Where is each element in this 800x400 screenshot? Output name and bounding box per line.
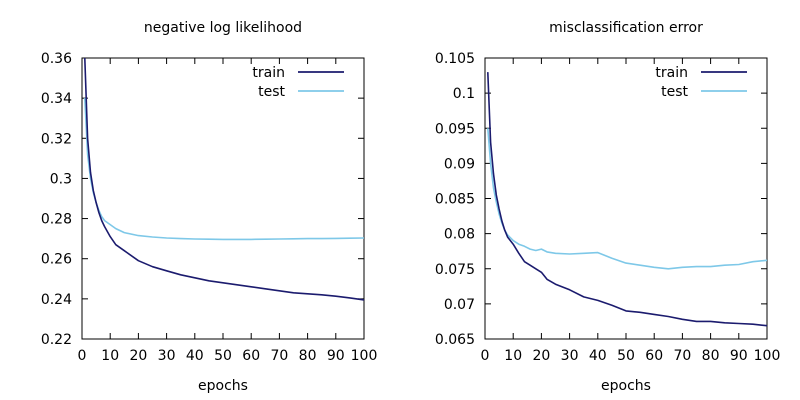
x-tick-label: 20	[532, 348, 550, 364]
panel-misclassification: misclassification error 0 10 20 30 40 50 60 70 80…	[435, 20, 780, 394]
y-tick-label: 0.1	[453, 86, 475, 102]
x-tick-label: 20	[129, 348, 147, 364]
x-tick-label: 50	[617, 348, 635, 364]
x-tick-label: 80	[299, 348, 317, 364]
y-tick-label: 0.22	[41, 332, 72, 348]
y-tick-label: 0.08	[444, 227, 475, 243]
x-tick-label: 40	[589, 348, 607, 364]
y-tick-label: 0.28	[41, 212, 72, 228]
y-tick-label: 0.105	[435, 51, 475, 67]
x-axis-label: epochs	[198, 378, 248, 394]
y-tick-label: 0.085	[435, 192, 475, 208]
x-axis-label: epochs	[601, 378, 651, 394]
y-tick-label: 0.09	[444, 156, 475, 172]
x-tick-label: 70	[270, 348, 288, 364]
y-tick-label: 0.095	[435, 121, 475, 137]
y-tick-label: 0.075	[435, 262, 475, 278]
y-tick-label: 0.36	[41, 51, 72, 67]
plot-frame	[81, 57, 365, 340]
y-tick-label: 0.26	[41, 252, 72, 268]
series-line-train	[84, 57, 365, 301]
x-tick-label: 70	[673, 348, 691, 364]
x-tick-label: 60	[645, 348, 663, 364]
y-tick-label: 0.07	[444, 297, 475, 313]
x-tick-label: 0	[78, 348, 87, 364]
y-tick-label: 0.3	[50, 171, 72, 187]
x-tick-label: 40	[186, 348, 204, 364]
x-tick-label: 100	[754, 348, 781, 364]
chart-title: negative log likelihood	[144, 20, 302, 36]
x-tick-label: 30	[561, 348, 579, 364]
x-tick-label: 80	[702, 348, 720, 364]
series-line-test	[84, 98, 365, 241]
panel-nll: negative log likelihood 0 10 20 30 40 50 60 70 80…	[41, 20, 378, 394]
chart-title: misclassification error	[549, 20, 703, 36]
y-tick-label: 0.065	[435, 332, 475, 348]
x-tick-label: 30	[158, 348, 176, 364]
y-tick-label: 0.34	[41, 91, 72, 107]
y-tick-label: 0.24	[41, 292, 72, 308]
x-tick-label: 90	[730, 348, 748, 364]
legend-label-test: test	[258, 84, 285, 100]
x-tick-label: 50	[214, 348, 232, 364]
x-tick-label: 60	[242, 348, 260, 364]
series-line-test	[487, 128, 768, 270]
y-tick-label: 0.32	[41, 131, 72, 147]
legend-label-test: test	[661, 84, 688, 100]
x-tick-label: 90	[327, 348, 345, 364]
x-tick-label: 10	[101, 348, 119, 364]
legend-label-train: train	[655, 65, 688, 81]
plot-frame	[484, 57, 768, 340]
x-tick-label: 0	[481, 348, 490, 364]
x-tick-label: 10	[504, 348, 522, 364]
series-line-train	[487, 72, 768, 327]
legend-label-train: train	[252, 65, 285, 81]
x-tick-label: 100	[351, 348, 378, 364]
